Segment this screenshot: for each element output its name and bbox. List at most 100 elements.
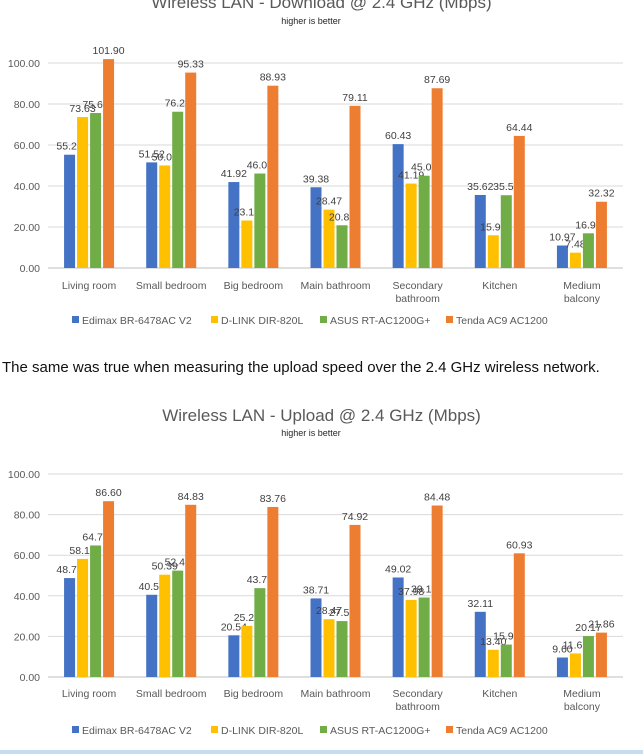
upload-bar-edimax — [64, 578, 76, 677]
download-x-tick-label: Small bedroom — [136, 280, 207, 292]
upload-legend-swatch-tenda — [446, 726, 453, 733]
upload-data-label: 13.40 — [480, 636, 506, 648]
upload-chart: Wireless LAN - Upload @ 2.4 GHz (Mbps) hi… — [0, 392, 643, 750]
upload-bar-tenda — [267, 506, 279, 677]
download-bar-dlink — [241, 220, 253, 268]
upload-legend-label-dlink: D-LINK DIR-820L — [221, 725, 303, 737]
upload-chart-title: Wireless LAN - Upload @ 2.4 GHz (Mbps) — [162, 406, 481, 425]
upload-data-label: 20.54 — [221, 621, 247, 633]
download-bar-asus — [500, 195, 512, 268]
upload-data-label: 21.86 — [588, 619, 614, 631]
upload-bar-dlink — [487, 649, 499, 677]
upload-data-label: 43.77 — [247, 574, 273, 586]
upload-y-tick-label: 0.00 — [20, 672, 41, 684]
download-data-label: 32.32 — [588, 188, 614, 200]
upload-bar-tenda — [513, 553, 525, 677]
download-bar-tenda — [103, 59, 115, 269]
download-data-label: 87.69 — [424, 74, 450, 86]
upload-bar-tenda — [349, 524, 361, 677]
download-bar-tenda — [431, 88, 443, 268]
upload-y-tick-label: 60.00 — [14, 550, 40, 562]
download-bar-asus — [418, 175, 430, 268]
upload-intro-text: The same was true when measuring the upl… — [2, 359, 600, 376]
download-data-label: 55.26 — [56, 141, 82, 153]
upload-bar-edimax — [228, 635, 240, 677]
download-data-label: 101.90 — [93, 45, 125, 57]
download-legend-swatch-asus — [320, 316, 327, 323]
download-data-label: 51.52 — [139, 148, 165, 160]
upload-x-tick-label: Living room — [62, 688, 117, 700]
upload-bar-asus — [172, 570, 184, 677]
download-y-tick-label: 100.00 — [8, 58, 40, 70]
download-data-label: 79.11 — [342, 92, 368, 104]
upload-data-label: 83.76 — [260, 493, 286, 505]
download-data-label: 39.38 — [303, 173, 329, 185]
upload-data-label: 38.71 — [303, 584, 329, 596]
download-data-label: 20.84 — [329, 211, 355, 223]
upload-bar-edimax — [392, 577, 404, 677]
download-legend-label-asus: ASUS RT-AC1200G+ — [330, 315, 430, 327]
upload-data-label: 28.47 — [316, 605, 342, 617]
download-data-label: 88.93 — [260, 72, 286, 84]
page-bottom-border — [0, 750, 643, 754]
upload-bar-tenda — [431, 505, 443, 677]
download-y-tick-label: 40.00 — [14, 181, 40, 193]
download-data-label: 50.02 — [152, 151, 178, 163]
download-chart: Wireless LAN - Download @ 2.4 GHz (Mbps)… — [0, 0, 643, 350]
download-x-tick-label: Main bathroom — [300, 280, 370, 292]
upload-x-tick-label: Secondary bathroom — [393, 688, 444, 713]
download-bar-dlink — [77, 117, 89, 268]
download-bar-dlink — [159, 165, 171, 268]
upload-data-label: 9.60 — [552, 644, 573, 656]
upload-bar-dlink — [159, 574, 171, 677]
download-y-tick-label: 0.00 — [20, 263, 41, 275]
download-bar-dlink — [323, 209, 335, 268]
upload-bar-asus — [336, 621, 348, 677]
download-data-label: 45.01 — [411, 162, 437, 174]
download-chart-subtitle: higher is better — [281, 16, 341, 26]
upload-x-tick-label: Medium balcony — [563, 688, 601, 713]
download-chart-svg: Wireless LAN - Download @ 2.4 GHz (Mbps)… — [8, 0, 623, 327]
download-bar-edimax — [146, 162, 158, 268]
upload-bar-asus — [582, 636, 594, 677]
upload-data-label: 20.17 — [575, 622, 601, 634]
download-legend-label-tenda: Tenda AC9 AC1200 — [456, 315, 548, 327]
upload-data-label: 52.41 — [165, 557, 191, 569]
upload-legend-label-tenda: Tenda AC9 AC1200 — [456, 725, 548, 737]
download-legend-label-edimax: Edimax BR-6478AC V2 — [82, 315, 192, 327]
download-bar-dlink — [487, 235, 499, 268]
download-bar-tenda — [595, 201, 607, 268]
upload-legend-label-asus: ASUS RT-AC1200G+ — [330, 725, 430, 737]
upload-y-tick-label: 100.00 — [8, 469, 40, 481]
upload-bar-dlink — [323, 619, 335, 677]
upload-data-label: 64.79 — [82, 531, 108, 543]
upload-data-label: 15.98 — [493, 631, 519, 643]
download-chart-title: Wireless LAN - Download @ 2.4 GHz (Mbps) — [151, 0, 491, 12]
upload-bar-dlink — [77, 558, 89, 677]
download-data-label: 76.23 — [165, 98, 191, 110]
upload-legend-swatch-edimax — [72, 726, 79, 733]
download-data-label: 10.97 — [549, 232, 575, 244]
download-data-label: 35.51 — [493, 181, 519, 193]
upload-x-tick-label: Small bedroom — [136, 688, 207, 700]
download-y-tick-label: 20.00 — [14, 222, 40, 234]
download-y-tick-label: 80.00 — [14, 99, 40, 111]
download-data-label: 60.43 — [385, 130, 411, 142]
upload-bar-edimax — [146, 594, 158, 677]
upload-bar-asus — [500, 644, 512, 677]
download-bar-tenda — [349, 105, 361, 269]
download-data-label: 46.08 — [247, 160, 273, 172]
upload-bar-asus — [90, 545, 102, 677]
upload-legend-label-edimax: Edimax BR-6478AC V2 — [82, 725, 192, 737]
upload-data-label: 74.92 — [342, 511, 368, 523]
download-x-tick-label: Kitchen — [482, 280, 517, 292]
upload-legend-swatch-asus — [320, 726, 327, 733]
download-bar-edimax — [228, 182, 240, 268]
upload-data-label: 27.55 — [329, 607, 355, 619]
upload-data-label: 60.93 — [506, 539, 532, 551]
download-bar-tenda — [185, 72, 197, 268]
upload-bar-asus — [418, 597, 430, 677]
download-bar-edimax — [310, 187, 322, 268]
upload-data-label: 37.98 — [398, 586, 424, 598]
download-data-label: 35.62 — [467, 181, 493, 193]
